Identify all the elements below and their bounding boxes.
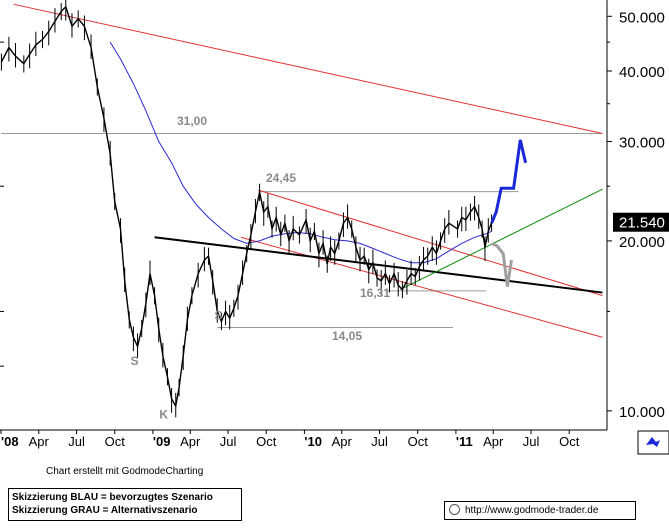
scenario-legend: Skizzierung BLAU = bevorzugtes Szenario … xyxy=(8,488,242,521)
x-tick-label: Apr xyxy=(180,434,201,449)
legend-line-blue: Skizzierung BLAU = bevorzugtes Szenario xyxy=(12,492,213,503)
trendline-2 xyxy=(240,236,603,338)
arrow-icon xyxy=(646,437,660,447)
x-tick-label: '11 xyxy=(456,434,473,449)
x-tick-label: Oct xyxy=(105,434,126,449)
x-tick-label: Apr xyxy=(332,434,353,449)
y-tick-label: 40.000 xyxy=(619,64,665,81)
globe-icon xyxy=(449,504,460,515)
current-price-label: 21.540 xyxy=(619,215,665,232)
trendline-3 xyxy=(154,236,603,294)
level-label-3: 14,05 xyxy=(332,329,362,343)
x-tick-label: '10 xyxy=(304,434,322,449)
x-tick-label: Jul xyxy=(371,434,388,449)
x-tick-label: Apr xyxy=(483,434,504,449)
x-tick-label: Oct xyxy=(559,434,580,449)
scenario-grey-path xyxy=(490,242,513,287)
trendline-4 xyxy=(400,188,603,291)
x-tick-label: '09 xyxy=(153,434,171,449)
x-tick-label: Jul xyxy=(220,434,237,449)
source-link[interactable]: http://www.godmode-trader.de xyxy=(444,501,636,520)
x-tick-label: Oct xyxy=(256,434,277,449)
x-tick-label: Oct xyxy=(408,434,429,449)
pattern-label-k-1: K xyxy=(159,407,168,421)
pattern-label-s-0: S xyxy=(131,354,139,368)
trendline-1 xyxy=(258,189,603,297)
x-tick-label: '08 xyxy=(1,434,19,449)
level-label-0: 31,00 xyxy=(177,114,207,128)
source-url: http://www.godmode-trader.de xyxy=(465,505,599,516)
current-price-box xyxy=(613,212,669,232)
y-tick-label: 50.000 xyxy=(619,9,665,26)
legend-line-grey: Skizzierung GRAU = Alternativszenario xyxy=(12,505,198,516)
pattern-label-s-2: S xyxy=(214,309,222,323)
price-line xyxy=(0,5,493,408)
chart-credit: Chart erstellt mit GodmodeCharting xyxy=(46,466,204,477)
scenario-blue-path xyxy=(490,139,528,224)
x-tick-label: Apr xyxy=(29,434,50,449)
moving-average-line xyxy=(109,41,492,264)
x-tick-label: Jul xyxy=(68,434,85,449)
level-label-1: 24,45 xyxy=(266,171,296,185)
zoom-button[interactable] xyxy=(637,430,669,455)
level-label-2: 16,31 xyxy=(360,286,390,300)
trendline-0 xyxy=(13,3,603,134)
y-tick-label: 30.000 xyxy=(619,135,665,152)
y-tick-label: 20.000 xyxy=(619,234,665,251)
y-tick-label: 10.000 xyxy=(619,404,665,421)
x-tick-label: Jul xyxy=(523,434,540,449)
